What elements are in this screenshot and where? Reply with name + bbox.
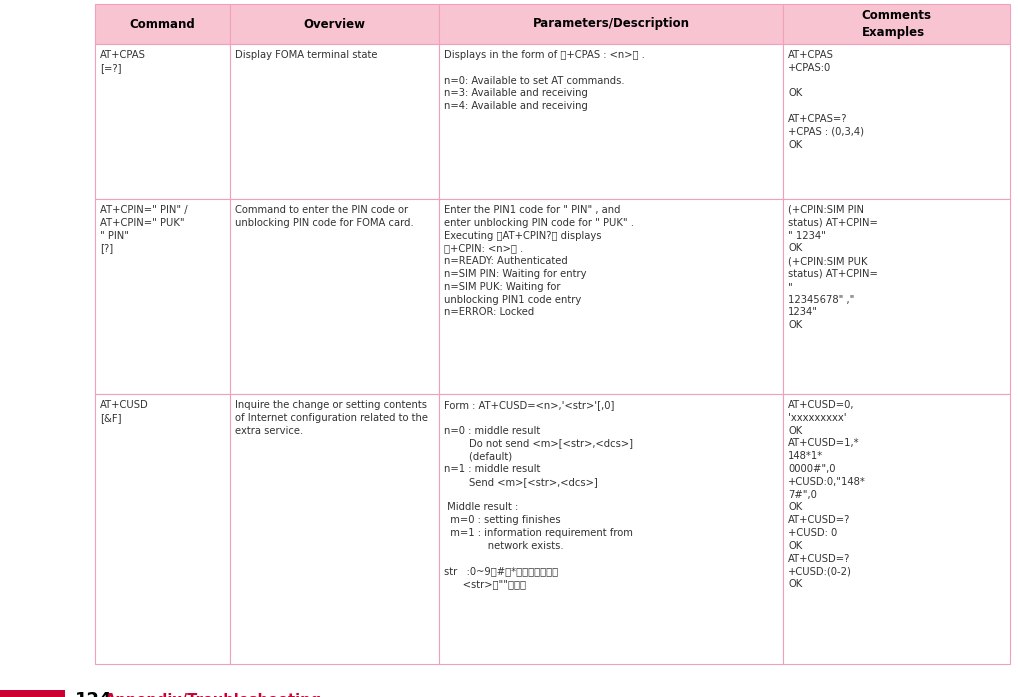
Text: Form : AT+CUSD=<n>,'<str>'[,0]

n=0 : middle result
        Do not send <m>[<str: Form : AT+CUSD=<n>,'<str>'[,0] n=0 : mid… <box>444 400 633 589</box>
Text: AT+CPIN=" PIN" /
AT+CPIN=" PUK"
" PIN"
[?]: AT+CPIN=" PIN" / AT+CPIN=" PUK" " PIN" [… <box>100 205 187 254</box>
Text: AT+CUSD=0,
'xxxxxxxxx'
OK
AT+CUSD=1,*
148*1*
0000#",0
+CUSD:0,"148*
7#",0
OK
AT+: AT+CUSD=0, 'xxxxxxxxx' OK AT+CUSD=1,* 14… <box>788 400 866 589</box>
Bar <box>439 394 783 664</box>
Text: Appendix/Troubleshooting: Appendix/Troubleshooting <box>105 693 322 697</box>
Text: Displays in the form of 「+CPAS : <n>」 .

n=0: Available to set AT commands.
n=3:: Displays in the form of 「+CPAS : <n>」 . … <box>444 50 645 112</box>
Text: Overview: Overview <box>303 17 365 31</box>
Text: Enter the PIN1 code for " PIN" , and
enter unblocking PIN code for " PUK" .
Exec: Enter the PIN1 code for " PIN" , and ent… <box>444 205 634 317</box>
Bar <box>439 199 783 394</box>
Text: Display FOMA terminal state: Display FOMA terminal state <box>235 50 378 60</box>
Bar <box>0 690 65 697</box>
Text: AT+CPAS
+CPAS:0

OK

AT+CPAS=?
+CPAS : (0,3,4)
OK: AT+CPAS +CPAS:0 OK AT+CPAS=? +CPAS : (0,… <box>788 50 864 150</box>
Bar <box>95 199 230 394</box>
Text: (+CPIN:SIM PIN
status) AT+CPIN=
" 1234"
OK
(+CPIN:SIM PUK
status) AT+CPIN=
"
123: (+CPIN:SIM PIN status) AT+CPIN= " 1234" … <box>788 205 878 330</box>
Text: AT+CUSD
[&F]: AT+CUSD [&F] <box>100 400 149 423</box>
Bar <box>95 394 230 664</box>
Text: 124: 124 <box>75 691 113 697</box>
Bar <box>439 44 783 199</box>
Bar <box>783 4 1010 44</box>
Bar <box>783 199 1010 394</box>
Text: Command: Command <box>130 17 195 31</box>
Bar <box>230 394 439 664</box>
Bar <box>230 44 439 199</box>
Bar <box>439 4 783 44</box>
Text: Parameters/Description: Parameters/Description <box>532 17 689 31</box>
Text: Comments
Examples: Comments Examples <box>861 9 931 39</box>
Bar <box>783 44 1010 199</box>
Bar <box>783 394 1010 664</box>
Text: Inquire the change or setting contents
of Internet configuration related to the
: Inquire the change or setting contents o… <box>235 400 429 436</box>
Bar <box>95 4 230 44</box>
Text: Command to enter the PIN code or
unblocking PIN code for FOMA card.: Command to enter the PIN code or unblock… <box>235 205 414 228</box>
Bar <box>95 44 230 199</box>
Bar <box>230 199 439 394</box>
Text: AT+CPAS
[=?]: AT+CPAS [=?] <box>100 50 146 72</box>
Bar <box>230 4 439 44</box>
